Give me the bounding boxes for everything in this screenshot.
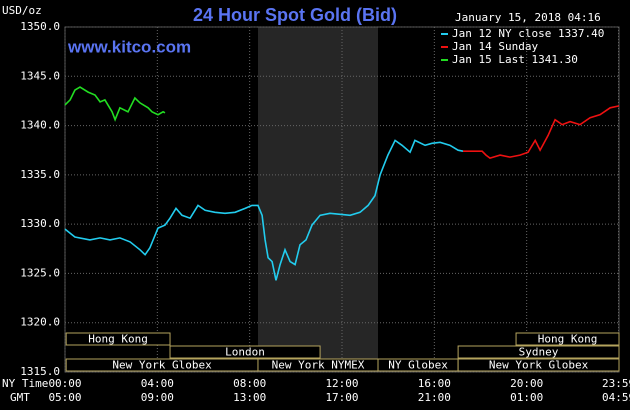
x2-tick-label: 17:00 [325, 391, 358, 404]
shaded-period [257, 27, 379, 372]
x2-tick-label: 09:00 [141, 391, 174, 404]
x2-tick-label: 21:00 [418, 391, 451, 404]
x2-tick-label: 04:59 [602, 391, 630, 404]
session-label: London [225, 346, 265, 359]
session-bar [65, 332, 171, 346]
x-tick-label: 08:00 [233, 377, 266, 390]
legend-label: Jan 14 Sunday [452, 40, 538, 53]
session-label: NY Globex [388, 359, 448, 372]
x2-label: GMT [10, 391, 30, 404]
y-tick-label: 1325.0 [20, 266, 60, 279]
legend-label: Jan 12 NY close 1337.40 [452, 27, 604, 40]
x-tick-label: 23:59 [602, 377, 630, 390]
x-tick-label: 12:00 [325, 377, 358, 390]
line-series [463, 105, 620, 159]
y-tick-label: 1330.0 [20, 217, 60, 230]
session-label: Hong Kong [538, 333, 598, 346]
session-bar [169, 345, 321, 359]
x-tick-label: 20:00 [510, 377, 543, 390]
session-bar [457, 345, 620, 359]
line-series [64, 86, 166, 122]
timestamp: January 15, 2018 04:16 [455, 11, 601, 24]
session-bar [515, 332, 620, 346]
x-tick-label: 16:00 [418, 377, 451, 390]
x-tick-label: 04:00 [141, 377, 174, 390]
watermark: www.kitco.com [67, 37, 191, 56]
legend-label: Jan 15 Last 1341.30 [452, 53, 578, 66]
session-label: New York Globex [112, 359, 212, 372]
y-tick-label: 1340.0 [20, 119, 60, 132]
x-tick-label: 00:00 [48, 377, 81, 390]
session-label: New York NYMEX [272, 359, 365, 372]
y-tick-label: 1315.0 [20, 365, 60, 378]
y-tick-label: 1350.0 [20, 20, 60, 33]
session-label: Hong Kong [88, 333, 148, 346]
x2-tick-label: 13:00 [233, 391, 266, 404]
session-label: Sydney [519, 346, 559, 359]
y-tick-label: 1320.0 [20, 316, 60, 329]
line-series [64, 139, 464, 281]
x2-tick-label: 01:00 [510, 391, 543, 404]
y-tick-label: 1335.0 [20, 168, 60, 181]
session-bar [457, 358, 620, 372]
session-label: New York Globex [489, 359, 589, 372]
x-label: NY Time [2, 377, 48, 390]
x2-tick-label: 05:00 [48, 391, 81, 404]
y-tick-label: 1345.0 [20, 69, 60, 82]
y-unit: USD/oz [2, 4, 42, 17]
chart-title: 24 Hour Spot Gold (Bid) [193, 5, 397, 25]
